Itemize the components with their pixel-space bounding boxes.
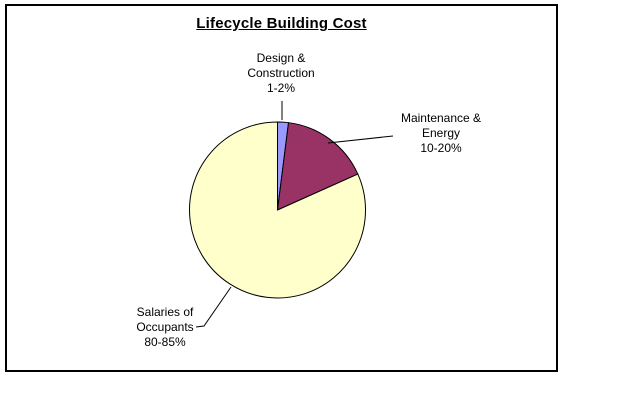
slice-label-percent: 80-85% — [144, 335, 186, 349]
slice-label-maintenance-energy: Maintenance & Energy 10-20% — [376, 111, 506, 156]
pie-slice-maintenance-energy — [276, 122, 359, 211]
leader-line-maintenance-energy — [327, 135, 394, 144]
slice-label-salaries-occupants: Salaries of Occupants 80-85% — [100, 305, 230, 350]
slice-label-percent: 1-2% — [266, 81, 295, 95]
slice-label-line: Construction — [247, 66, 315, 80]
slice-label-percent: 10-20% — [420, 141, 462, 155]
slice-label-line: Maintenance & — [400, 111, 482, 125]
leader-line-salaries-occupants — [195, 286, 232, 328]
slice-label-design-construction: Design & Construction 1-2% — [216, 51, 346, 96]
slice-label-line: Design & — [256, 51, 306, 65]
chart-title: Lifecycle Building Cost — [196, 15, 367, 32]
slice-label-line: Salaries of — [136, 305, 194, 319]
pie-slice-salaries-of-occupants — [189, 121, 366, 299]
slice-label-line: Energy — [421, 126, 461, 140]
slice-label-line: Occupants — [136, 320, 194, 334]
